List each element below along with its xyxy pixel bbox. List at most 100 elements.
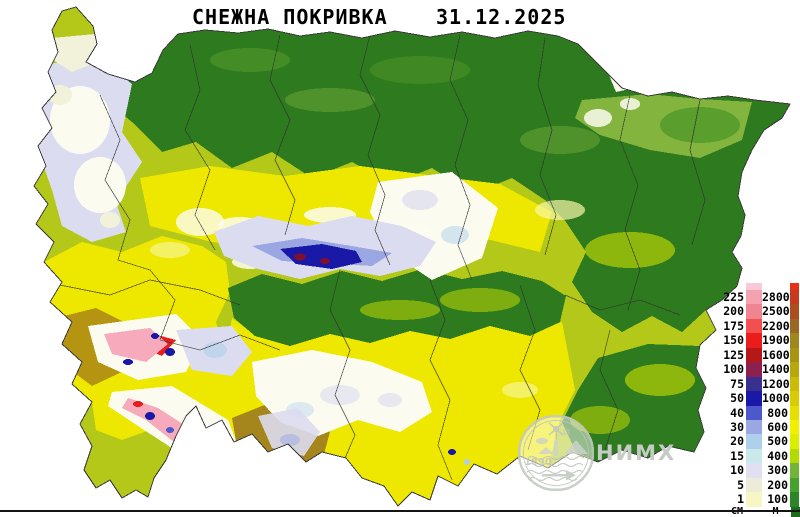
- legend-cm-value: 225: [723, 290, 744, 304]
- legend-row: 1 100: [714, 492, 800, 507]
- bottom-rule: [0, 510, 800, 512]
- legend-cm-swatch: [746, 304, 762, 319]
- legend-row: 40 800: [714, 405, 800, 420]
- legend-m-swatch: [790, 448, 799, 464]
- legend-row: 30 600: [714, 419, 800, 435]
- legend-m-swatch: [790, 290, 799, 305]
- legend-cm-swatch: [746, 318, 762, 334]
- legend-m-value: 200: [767, 477, 788, 492]
- legend-cm-swatch: [746, 492, 762, 507]
- snow-core-navy: [280, 244, 362, 269]
- snow-ne-speckle: [729, 60, 761, 80]
- legend-m-swatch: [790, 318, 799, 334]
- legend-m-value: 300: [767, 463, 788, 478]
- legend-row: 175 2200: [714, 318, 800, 334]
- legend-cm-swatch: [746, 347, 762, 363]
- legend-cm-swatch: [746, 376, 762, 392]
- legend-cm-value: 50: [730, 391, 744, 406]
- legend-m-value: 2800: [762, 290, 790, 304]
- legend-cm-value: 75: [730, 376, 744, 391]
- waves-icon: [526, 455, 585, 482]
- mountains-icon: [536, 438, 588, 456]
- legend: 225 2800 200 2500 175 2200 150 1900 125 1600 100 14…: [714, 283, 800, 517]
- legend-cm-value: 10: [730, 463, 744, 478]
- legend-cm-value: 100: [723, 362, 744, 377]
- snow-rhodope: [252, 350, 432, 456]
- legend-row: 50 1000: [714, 391, 800, 406]
- legend-m-value: 600: [767, 419, 788, 434]
- legend-m-value: 400: [767, 448, 788, 463]
- legend-cm-swatch: [746, 463, 762, 478]
- region-dobrich-green: [660, 107, 740, 143]
- legend-m-value: 500: [767, 434, 788, 449]
- legend-m-swatch: [790, 419, 799, 435]
- legend-m-swatch: [790, 362, 799, 377]
- legend-row: 20 500: [714, 434, 800, 449]
- legend-row: 150 1900: [714, 333, 800, 348]
- legend-m-value: 800: [767, 405, 788, 420]
- legend-row: 5 200: [714, 477, 800, 493]
- legend-m-swatch: [790, 347, 799, 363]
- legend-row: 200 2500: [714, 304, 800, 319]
- legend-m-swatch: [790, 376, 799, 392]
- legend-cm-value: 20: [730, 434, 744, 449]
- snow-rila: [88, 314, 252, 380]
- legend-row: 125 1600: [714, 347, 800, 363]
- tower-icon: [554, 438, 558, 456]
- legend-cm-value: 40: [730, 405, 744, 420]
- legend-cm-swatch: [746, 434, 762, 449]
- legend-m-value: 1600: [762, 347, 790, 362]
- legend-m-value: 1200: [762, 376, 790, 391]
- legend-row: 75 1200: [714, 376, 800, 392]
- legend-cm-swatch: [746, 362, 762, 377]
- legend-m-swatch: [790, 405, 799, 420]
- legend-m-swatch: [790, 304, 799, 319]
- legend-m-value: 2500: [762, 304, 790, 319]
- snow-patch-northeast: [688, 34, 790, 104]
- legend-m-value: 2200: [762, 318, 790, 333]
- legend-m-value: 1400: [762, 362, 790, 377]
- legend-m-swatch: [790, 333, 799, 348]
- legend-cm-value: 175: [723, 318, 744, 333]
- arrow-icon: [542, 470, 576, 481]
- legend-m-swatch: [790, 477, 799, 493]
- district-boundaries: [59, 34, 706, 481]
- snow-band-stara-planina: [214, 207, 436, 279]
- legend-row: 15 400: [714, 448, 800, 464]
- terrain-mottles: [150, 48, 695, 434]
- legend-m-value: 1900: [762, 333, 790, 348]
- legend-cm-swatch: [746, 419, 762, 435]
- logo-year: 1890: [524, 457, 552, 468]
- nimh-logo: 1890: [517, 414, 595, 492]
- legend-m-cap: [790, 283, 799, 290]
- legend-cm-value: 1: [737, 492, 744, 507]
- legend-cm-value: 125: [723, 347, 744, 362]
- legend-cm-swatch: [746, 391, 762, 406]
- snow-nc-speckles: [402, 98, 640, 244]
- map-date: 31.12.2025: [436, 5, 567, 29]
- legend-cm-value: 15: [730, 448, 744, 463]
- legend-m-swatch: [790, 434, 799, 449]
- legend-m-swatch: [790, 391, 799, 406]
- legend-cm-swatch: [746, 290, 762, 305]
- legend-cm-swatch: [746, 477, 762, 493]
- legend-cm-cap: [746, 283, 762, 290]
- legend-cm-swatch: [746, 448, 762, 464]
- legend-cm-value: 30: [730, 419, 744, 434]
- snow-nw-speckles: [48, 85, 224, 236]
- legend-m-value: 100: [767, 492, 788, 507]
- legend-m-swatch: [790, 492, 799, 507]
- snow-core-maroon: [294, 253, 306, 261]
- legend-cm-value: 150: [723, 333, 744, 348]
- legend-row: 100 1400: [714, 362, 800, 377]
- page-title: СНЕЖНА ПОКРИВКА: [192, 5, 388, 29]
- logo-inner-ring: [523, 420, 589, 486]
- legend-cm-swatch: [746, 405, 762, 420]
- nimh-acronym: НИМХ: [596, 441, 677, 465]
- region-east-green: [546, 100, 745, 332]
- legend-row: 225 2800: [714, 290, 800, 305]
- legend-rows: 225 2800 200 2500 175 2200 150 1900 125 1600 100 14…: [714, 290, 800, 507]
- legend-m-swatch: [790, 463, 799, 478]
